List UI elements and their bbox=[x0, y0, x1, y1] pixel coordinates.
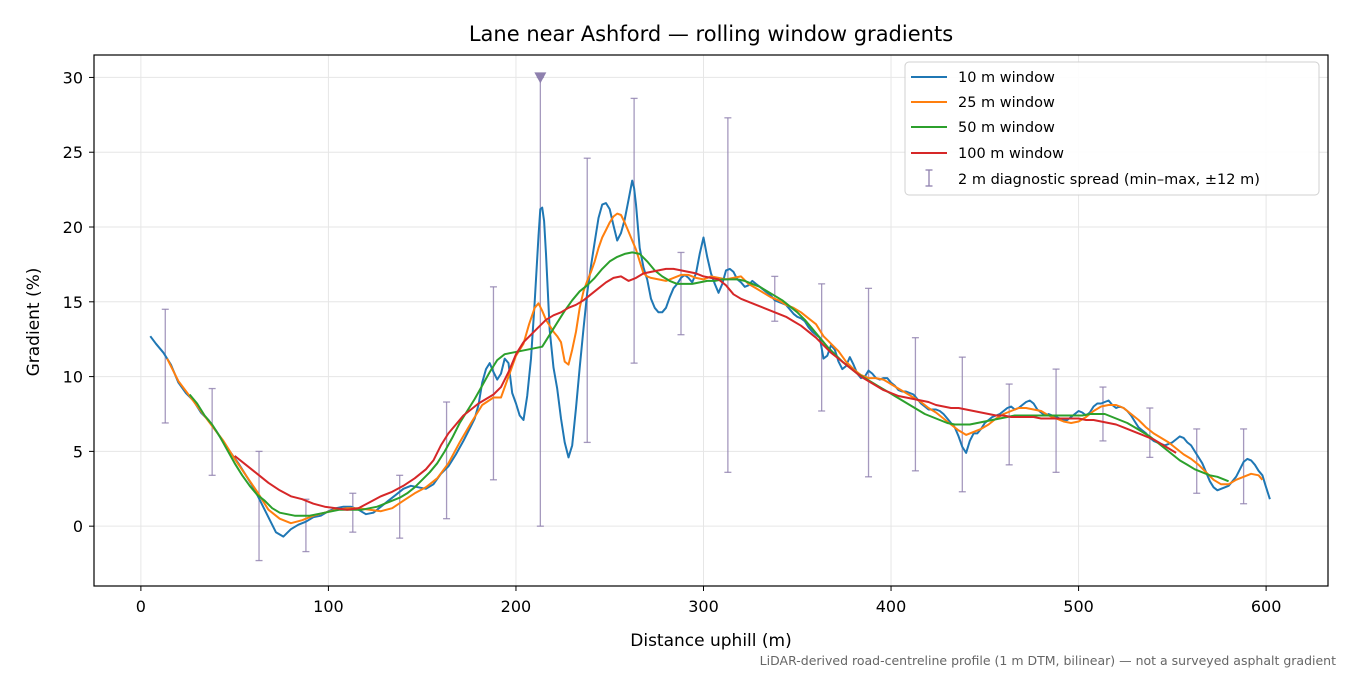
legend-label-errorbar: 2 m diagnostic spread (min–max, ±12 m) bbox=[958, 172, 1260, 188]
error-bar bbox=[396, 474, 404, 539]
error-bar bbox=[865, 287, 873, 478]
chart-title: Lane near Ashford — rolling window gradi… bbox=[469, 22, 953, 46]
x-tick-label: 500 bbox=[1063, 597, 1094, 616]
error-bar bbox=[1193, 428, 1201, 494]
grid bbox=[94, 55, 1328, 586]
y-tick-label: 15 bbox=[63, 293, 83, 312]
error-bar bbox=[443, 401, 451, 520]
error-bar bbox=[1146, 407, 1154, 459]
legend-label-10m: 10 m window bbox=[958, 70, 1055, 86]
legend-box bbox=[904, 61, 1320, 196]
axis-ticks: 0 100 200 300 400 500 600 0 5 10 15 20 25 30 bbox=[63, 68, 1282, 616]
y-tick-label: 30 bbox=[63, 68, 83, 87]
y-tick-label: 10 bbox=[63, 368, 83, 387]
x-tick-label: 100 bbox=[313, 597, 344, 616]
plot-frame bbox=[93, 54, 1329, 587]
y-tick-label: 20 bbox=[63, 218, 83, 237]
legend-label-25m: 25 m window bbox=[958, 95, 1055, 111]
footnote: LiDAR-derived road-centreline profile (1… bbox=[760, 653, 1336, 668]
error-bar bbox=[1005, 383, 1013, 466]
x-tick-label: 600 bbox=[1251, 597, 1282, 616]
error-bar bbox=[1240, 428, 1248, 505]
y-tick-label: 0 bbox=[73, 517, 83, 536]
legend-label-100m: 100 m window bbox=[958, 146, 1064, 162]
error-bar bbox=[724, 117, 732, 473]
error-bar bbox=[1052, 368, 1060, 473]
y-axis-title: Gradient (%) bbox=[24, 268, 44, 377]
error-bar bbox=[911, 337, 919, 472]
x-tick-label: 300 bbox=[688, 597, 719, 616]
x-axis-title: Distance uphill (m) bbox=[630, 631, 791, 651]
y-tick-label: 5 bbox=[73, 442, 83, 461]
legend-label-50m: 50 m window bbox=[958, 120, 1055, 136]
y-tick-label: 25 bbox=[63, 143, 83, 162]
error-bar bbox=[161, 308, 169, 424]
legend-swatch-errorbar bbox=[925, 169, 933, 187]
series-line-3 bbox=[234, 267, 1177, 511]
error-bar bbox=[208, 387, 216, 476]
clipped-marker bbox=[534, 72, 547, 84]
error-bar bbox=[255, 450, 263, 562]
error-bar bbox=[630, 97, 638, 364]
error-bars bbox=[161, 72, 1248, 562]
error-bar bbox=[489, 286, 497, 481]
series-line-2 bbox=[188, 251, 1229, 517]
legend: 10 m window 25 m window 50 m window 100 … bbox=[904, 61, 1320, 196]
series-lines bbox=[149, 179, 1271, 538]
error-bar bbox=[677, 251, 685, 336]
x-tick-label: 200 bbox=[501, 597, 532, 616]
x-tick-label: 400 bbox=[876, 597, 907, 616]
x-tick-label: 0 bbox=[136, 597, 146, 616]
error-bar bbox=[349, 492, 357, 533]
